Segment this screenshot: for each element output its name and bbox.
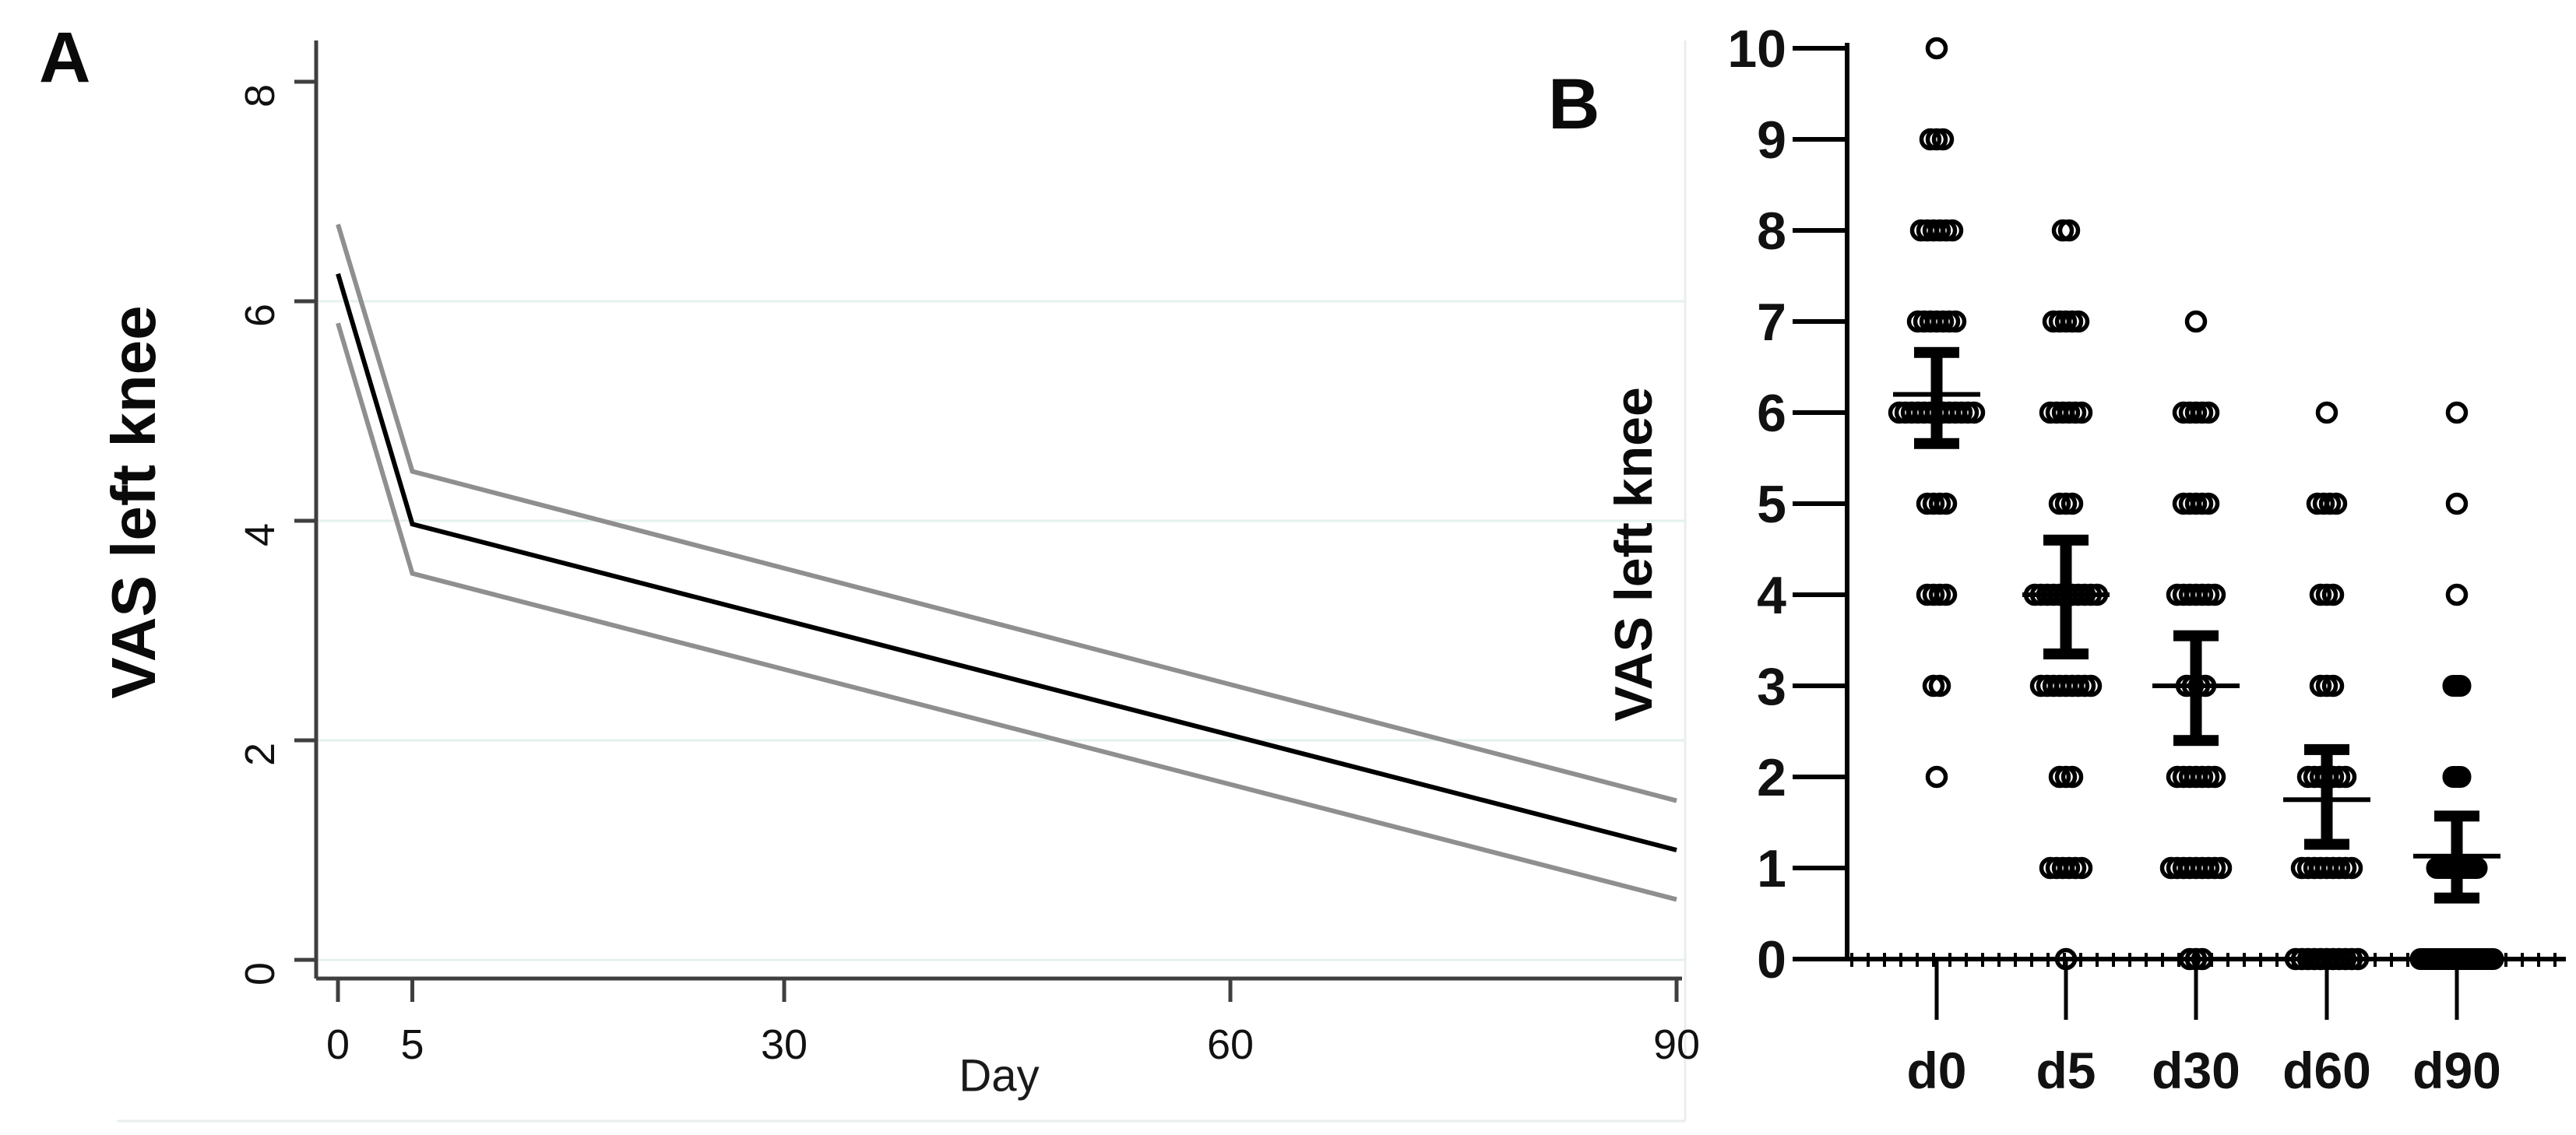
panel-b-category-label: d30 <box>2152 1042 2240 1099</box>
panel-a-y-tick-label: 0 <box>237 962 283 986</box>
panel-a-y-tick-label: 8 <box>237 84 283 107</box>
panel-b-point <box>1925 765 1948 789</box>
panel-b-category-label: d60 <box>2282 1042 2371 1099</box>
panel-b-label: B <box>1548 65 1600 144</box>
panel-b-point <box>2067 310 2090 333</box>
panel-b-point <box>2197 492 2220 515</box>
panel-b-point-cluster-solid <box>2409 948 2504 970</box>
panel-a-line-upper-ci-bound <box>336 223 1677 803</box>
panel-b-point <box>2445 492 2469 515</box>
panel-b-ci-cap <box>2304 838 2349 850</box>
panel-b-point <box>1962 401 1986 424</box>
panel-b-category-label: d5 <box>2036 1042 2096 1099</box>
panel-a-y-axis-title: VAS left knee <box>99 305 168 699</box>
panel-b-y-tick-label: 7 <box>1757 293 1786 352</box>
panel-b-point <box>2060 765 2084 789</box>
panel-a-x-tick-label: 90 <box>1653 1021 1700 1068</box>
panel-b-point <box>2184 310 2208 333</box>
panel-b-point <box>1934 583 1958 606</box>
panel-b-y-tick-label: 6 <box>1757 384 1786 443</box>
panel-b-y-tick-label: 2 <box>1757 748 1786 807</box>
panel-b-point <box>2197 401 2220 424</box>
panel-a-y-tick-label: 6 <box>237 304 283 327</box>
panel-b-point <box>1928 674 1951 698</box>
panel-b-ci-cap <box>2434 892 2479 904</box>
panel-a-line-lower-ci-bound <box>336 322 1677 902</box>
panel-a-x-tick-label: 0 <box>326 1021 350 1068</box>
panel-b-y-tick-label: 4 <box>1757 566 1786 625</box>
panel-a-y-tick-label: 4 <box>237 523 283 546</box>
panel-b-category-label: d0 <box>1906 1042 1966 1099</box>
panel-b-point <box>1944 310 1967 333</box>
panel-b-point <box>2060 492 2084 515</box>
panel-b-ci-cap <box>2434 810 2479 822</box>
panel-b-point <box>2340 856 2363 880</box>
panel-a-x-tick-label: 60 <box>1207 1021 1254 1068</box>
panel-b-point <box>2334 765 2357 789</box>
panel-b-point <box>2445 401 2469 424</box>
panel-b-y-axis-title: VAS left knee <box>1604 387 1663 722</box>
panel-b-ci-cap <box>2173 735 2219 747</box>
panel-b-ci-cap <box>2173 630 2219 641</box>
panel-b-point <box>1941 219 1964 242</box>
panel-b-y-tick-label: 8 <box>1757 202 1786 261</box>
panel-b-ci-cap <box>2043 648 2089 660</box>
panel-a-x-axis-title: Day <box>959 1050 1040 1102</box>
panel-a-label: A <box>39 18 91 97</box>
panel-b-point <box>2445 583 2469 606</box>
panel-b-point <box>2070 401 2093 424</box>
panel-b-ci-cap <box>1914 437 1959 449</box>
panel-b-point-cluster-solid <box>2442 766 2472 788</box>
panel-b-point <box>2321 583 2345 606</box>
panel-b-y-tick-label: 1 <box>1757 839 1786 898</box>
panel-b-category-label: d90 <box>2412 1042 2501 1099</box>
panel-b-y-tick-label: 9 <box>1757 111 1786 170</box>
panel-a-line-mean-estimate <box>336 272 1677 852</box>
panel-b-point <box>2054 947 2078 971</box>
panel-b-point <box>2191 947 2214 971</box>
panel-b-point <box>2057 219 2081 242</box>
panel-b-ci-cap <box>2043 534 2089 546</box>
panel-b-point <box>2346 947 2370 971</box>
panel-a-x-tick-label: 5 <box>400 1021 424 1068</box>
panel-b-ci-cap <box>2304 743 2349 755</box>
panel-b-point <box>2315 401 2338 424</box>
panel-b-point <box>2079 674 2103 698</box>
panel-b-point <box>2070 856 2093 880</box>
panel-b-y-tick-label: 0 <box>1757 930 1786 989</box>
panel-b-ci-cap <box>1914 346 1959 358</box>
panel-b-point <box>1934 492 1958 515</box>
panel-b-point <box>1925 37 1948 60</box>
panel-b-y-tick-label: 5 <box>1757 475 1786 534</box>
panel-b-point-cluster-solid <box>2442 675 2472 697</box>
panel-b-y-tick-label: 3 <box>1757 657 1786 716</box>
panel-b-point <box>2321 674 2345 698</box>
panel-b-point <box>1931 128 1955 151</box>
panel-b-point <box>2209 856 2233 880</box>
panel-a-y-tick-label: 2 <box>237 743 283 766</box>
panel-b-point <box>2203 583 2226 606</box>
panel-a-x-tick-label: 30 <box>761 1021 808 1068</box>
panel-b-y-tick-label: 10 <box>1727 19 1786 79</box>
panel-b-point <box>2324 492 2348 515</box>
panel-b-point <box>2203 765 2226 789</box>
